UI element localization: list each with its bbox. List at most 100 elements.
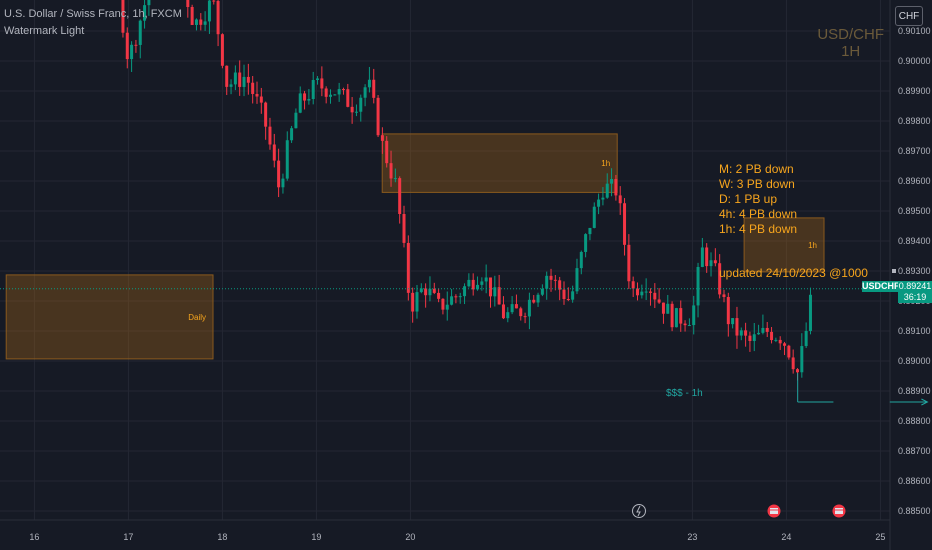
axis-marker-icon bbox=[892, 269, 896, 273]
candle-body bbox=[411, 292, 415, 312]
candle-body bbox=[653, 292, 657, 300]
candle-body bbox=[294, 112, 298, 129]
candle-body bbox=[592, 206, 596, 228]
flag-icon bbox=[770, 508, 778, 514]
candle-body bbox=[467, 279, 471, 287]
candle-body bbox=[389, 163, 393, 179]
candle-body bbox=[350, 106, 354, 113]
y-tick-label: 0.89700 bbox=[898, 146, 931, 156]
currency-button[interactable]: CHF bbox=[895, 6, 923, 26]
x-tick-label: 24 bbox=[781, 532, 791, 542]
bias-notes: M: 2 PB down W: 3 PB down D: 1 PB up 4h:… bbox=[719, 162, 797, 237]
candle-body bbox=[579, 251, 583, 269]
candle-body bbox=[553, 279, 557, 281]
candle-body bbox=[510, 304, 514, 313]
candle-body bbox=[795, 369, 799, 373]
candle-body bbox=[380, 135, 384, 141]
candle-body bbox=[631, 281, 635, 289]
candle-body bbox=[432, 288, 436, 293]
candle-body bbox=[393, 178, 397, 180]
candle-body bbox=[329, 94, 333, 97]
candle-body bbox=[679, 308, 683, 324]
zone-box-0 bbox=[5, 274, 214, 360]
candle-body bbox=[268, 126, 272, 145]
candle-body bbox=[190, 6, 194, 25]
candle-body bbox=[774, 339, 778, 341]
candle-body bbox=[640, 291, 644, 296]
candle-body bbox=[134, 44, 138, 46]
candle-body bbox=[225, 65, 229, 87]
candle-body bbox=[722, 294, 726, 298]
candle-body bbox=[501, 304, 505, 319]
zone-box-2 bbox=[743, 217, 825, 273]
candle-body bbox=[661, 302, 665, 314]
liquidity-label: $$$ - 1h bbox=[666, 388, 703, 399]
y-tick-label: 0.89400 bbox=[898, 236, 931, 246]
candle-body bbox=[471, 279, 475, 290]
candle-body bbox=[458, 296, 462, 298]
arrow-icon bbox=[921, 398, 929, 406]
candle-body bbox=[770, 331, 774, 341]
candle-body bbox=[709, 260, 713, 267]
candle-body bbox=[463, 286, 467, 297]
candle-body bbox=[687, 325, 691, 327]
candle-body bbox=[303, 93, 307, 101]
x-tick-label: 17 bbox=[123, 532, 133, 542]
candle-body bbox=[558, 280, 562, 290]
candle-body bbox=[298, 93, 302, 113]
candle-body bbox=[402, 214, 406, 243]
symbol-tag: USDCHF bbox=[862, 281, 900, 292]
note-1h: 1h: 4 PB down bbox=[719, 222, 798, 236]
candle-body bbox=[614, 179, 618, 196]
candle-body bbox=[251, 82, 255, 94]
candle-body bbox=[437, 292, 441, 299]
candle-body bbox=[428, 288, 432, 296]
candle-body bbox=[324, 88, 328, 97]
y-tick-label: 0.89600 bbox=[898, 176, 931, 186]
candle-body bbox=[692, 305, 696, 326]
candle-body bbox=[549, 275, 553, 280]
x-tick-label: 25 bbox=[875, 532, 885, 542]
candle-body bbox=[696, 266, 700, 306]
candle-body bbox=[761, 327, 765, 333]
candle-body bbox=[242, 76, 246, 87]
y-tick-label: 0.89500 bbox=[898, 206, 931, 216]
zone-label-2: 1h bbox=[808, 241, 817, 250]
candle-body bbox=[739, 330, 743, 336]
candle-body bbox=[636, 288, 640, 296]
candle-body bbox=[705, 247, 709, 267]
candle-body bbox=[623, 203, 627, 245]
candle-body bbox=[233, 72, 237, 85]
candle-body bbox=[765, 327, 769, 332]
y-tick-label: 0.90000 bbox=[898, 56, 931, 66]
candle-body bbox=[138, 20, 142, 45]
candle-body bbox=[290, 128, 294, 141]
x-tick-label: 18 bbox=[217, 532, 227, 542]
candle-body bbox=[143, 5, 147, 21]
candle-body bbox=[285, 140, 289, 179]
candle-body bbox=[194, 19, 198, 25]
candle-body bbox=[415, 292, 419, 312]
candle-body bbox=[644, 291, 648, 293]
y-tick-label: 0.89000 bbox=[898, 356, 931, 366]
y-tick-label: 0.88800 bbox=[898, 416, 931, 426]
candle-body bbox=[674, 308, 678, 328]
candle-body bbox=[259, 96, 263, 103]
candle-body bbox=[648, 291, 652, 293]
candle-body bbox=[588, 227, 592, 235]
candle-body bbox=[787, 345, 791, 358]
candle-body bbox=[441, 298, 445, 310]
candle-body bbox=[476, 284, 480, 290]
candle-body bbox=[562, 289, 566, 300]
candle-body bbox=[700, 247, 704, 267]
candle-body bbox=[791, 357, 795, 370]
candle-body bbox=[497, 287, 501, 305]
candle-body bbox=[808, 294, 812, 331]
price-tag: 0.89241 bbox=[898, 281, 932, 292]
candle-body bbox=[238, 72, 242, 87]
candle-body bbox=[618, 195, 622, 204]
candle-body bbox=[735, 318, 739, 336]
candle-body bbox=[385, 140, 389, 164]
candle-body bbox=[220, 34, 224, 66]
